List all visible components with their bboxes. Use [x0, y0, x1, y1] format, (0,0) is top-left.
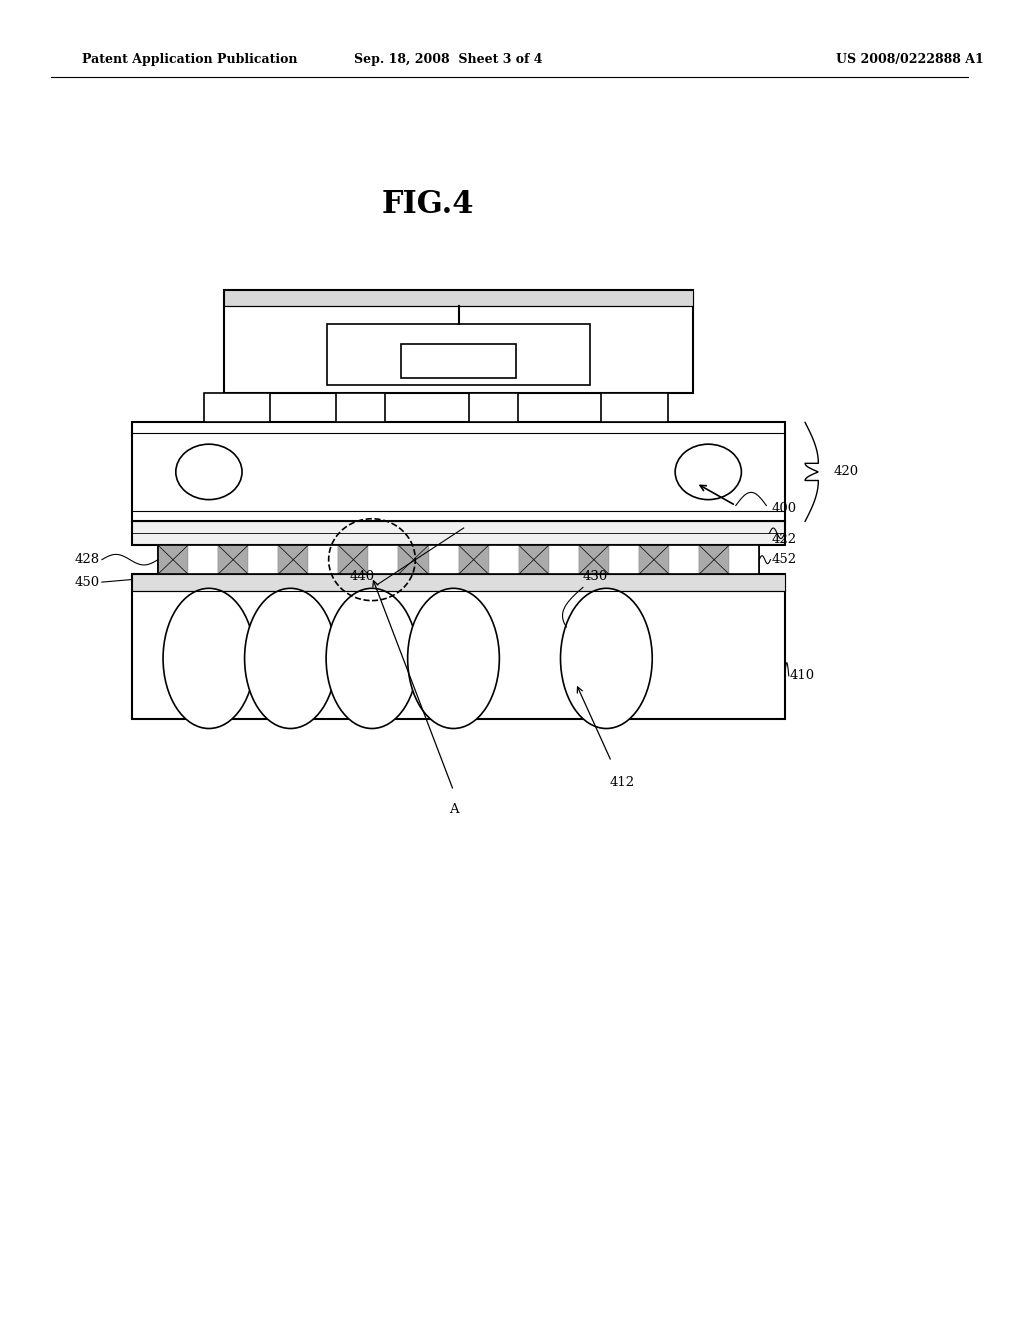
Bar — [639, 545, 669, 574]
Bar — [248, 545, 279, 574]
Text: Sep. 18, 2008  Sheet 3 of 4: Sep. 18, 2008 Sheet 3 of 4 — [354, 53, 543, 66]
Bar — [158, 545, 188, 574]
Bar — [224, 290, 693, 306]
Text: US 2008/0222888 A1: US 2008/0222888 A1 — [836, 53, 983, 66]
Bar — [369, 545, 398, 574]
Ellipse shape — [245, 589, 336, 729]
Text: A: A — [449, 803, 459, 816]
Text: Patent Application Publication: Patent Application Publication — [82, 53, 297, 66]
Bar — [469, 393, 518, 422]
Bar — [132, 521, 784, 545]
Bar — [338, 545, 369, 574]
Ellipse shape — [560, 589, 652, 729]
Bar — [158, 545, 759, 574]
Bar — [308, 545, 338, 574]
Bar — [669, 545, 699, 574]
Bar — [488, 545, 519, 574]
Bar — [158, 545, 759, 574]
Text: 428: 428 — [75, 553, 100, 566]
Bar — [218, 545, 248, 574]
Bar — [729, 545, 759, 574]
Text: 400: 400 — [771, 502, 797, 515]
Bar — [609, 545, 639, 574]
Ellipse shape — [163, 589, 255, 729]
Text: 422: 422 — [771, 533, 797, 546]
Bar — [204, 393, 270, 422]
Text: FIG.4: FIG.4 — [382, 189, 474, 220]
Bar — [519, 545, 549, 574]
Ellipse shape — [408, 589, 500, 729]
Bar — [549, 545, 579, 574]
Text: 452: 452 — [771, 553, 797, 566]
Bar — [328, 323, 590, 385]
Bar — [224, 290, 693, 393]
Text: 430: 430 — [583, 570, 608, 583]
Bar — [132, 574, 784, 719]
Bar — [400, 345, 516, 378]
Bar — [428, 545, 459, 574]
Text: 450: 450 — [75, 576, 100, 589]
Text: 420: 420 — [834, 466, 859, 478]
Bar — [579, 545, 609, 574]
Ellipse shape — [176, 444, 242, 499]
Ellipse shape — [675, 444, 741, 499]
Bar — [398, 545, 428, 574]
Text: 440: 440 — [349, 570, 375, 583]
Text: 412: 412 — [609, 776, 635, 789]
Bar — [601, 393, 668, 422]
Text: 410: 410 — [790, 669, 815, 682]
Bar — [336, 393, 385, 422]
Bar — [132, 422, 784, 521]
Bar — [279, 545, 308, 574]
Bar — [699, 545, 729, 574]
Ellipse shape — [326, 589, 418, 729]
Bar — [459, 545, 488, 574]
Bar — [188, 545, 218, 574]
Bar — [132, 574, 784, 591]
